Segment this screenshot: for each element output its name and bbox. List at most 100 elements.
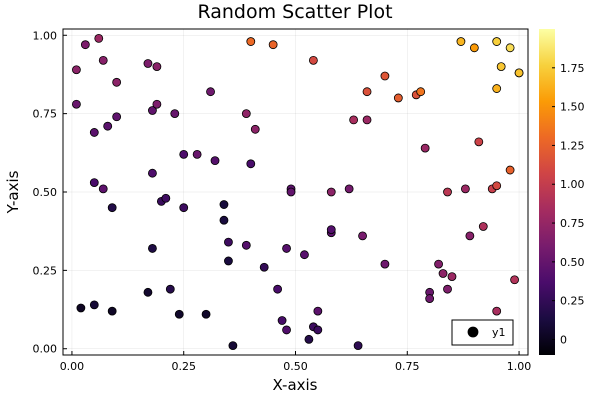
data-point: [282, 244, 291, 253]
x-axis-label: X-axis: [273, 376, 318, 394]
data-point: [492, 306, 502, 316]
data-point: [474, 137, 484, 147]
colorbar-tick-label: 0.25: [560, 295, 585, 308]
data-point: [496, 62, 506, 72]
data-point: [152, 99, 162, 109]
data-point: [192, 149, 202, 159]
data-point: [380, 259, 390, 269]
data-point: [170, 109, 180, 119]
data-point: [89, 178, 99, 187]
data-point: [161, 193, 171, 203]
colorbar-tick-label: 0.50: [560, 256, 585, 269]
data-point: [434, 259, 443, 269]
y-tick-label: 0.25: [33, 264, 58, 277]
data-point: [107, 203, 117, 213]
data-point: [76, 303, 86, 313]
colorbar-tick-label: 1.25: [560, 139, 585, 152]
y-tick-label: 0.00: [33, 343, 58, 356]
data-point: [148, 244, 157, 253]
data-point: [353, 341, 363, 350]
data-point: [505, 43, 515, 53]
data-point: [201, 309, 211, 319]
data-point: [461, 184, 470, 194]
data-point: [447, 272, 457, 282]
colorbar-tick-label: 1.50: [560, 101, 585, 114]
colorbar-gradient: [539, 29, 555, 355]
data-point: [492, 84, 502, 93]
legend-marker: [467, 326, 479, 338]
colorbar: 0 0.25 0.50 0.75 1.00 1.25 1.50 1.75: [539, 29, 585, 355]
data-point: [241, 240, 251, 250]
data-point: [393, 93, 403, 103]
grid: [63, 29, 528, 355]
colorbar-tick-label: 1.00: [560, 178, 585, 191]
data-point: [304, 334, 314, 344]
data-point: [286, 187, 296, 197]
data-point: [72, 65, 81, 75]
data-point: [89, 300, 99, 310]
data-point: [219, 200, 229, 209]
data-point: [492, 37, 502, 46]
data-point: [313, 306, 323, 316]
data-point: [478, 222, 488, 231]
data-point: [94, 34, 104, 43]
data-point: [165, 284, 175, 294]
data-point: [456, 37, 466, 46]
data-point: [259, 262, 269, 272]
data-point: [112, 77, 122, 87]
data-point: [362, 115, 372, 125]
chart-title: Random Scatter Plot: [197, 1, 392, 23]
data-point: [80, 40, 90, 50]
data-point: [465, 231, 475, 241]
data-point: [228, 341, 238, 350]
y-tick-label: 0.75: [33, 108, 58, 121]
x-tick-label: 0.50: [283, 360, 308, 373]
data-point: [326, 225, 336, 235]
data-point: [358, 231, 367, 241]
x-tick-label: 1.00: [507, 360, 532, 373]
data-point: [268, 40, 278, 50]
data-point: [420, 143, 430, 153]
data-point: [438, 269, 448, 278]
data-point: [148, 168, 157, 178]
data-point: [174, 309, 184, 319]
data-point: [107, 306, 117, 316]
data-point: [469, 43, 479, 53]
data-point: [425, 294, 435, 303]
y-tick-label: 1.00: [33, 29, 58, 42]
data-point: [98, 184, 108, 194]
data-point: [148, 106, 157, 115]
data-point: [282, 325, 291, 335]
data-point: [241, 109, 251, 119]
y-axis-label: Y-axis: [4, 170, 22, 214]
data-point: [179, 203, 189, 213]
legend-box: [451, 319, 514, 346]
data-point: [246, 37, 256, 46]
data-point: [98, 55, 108, 65]
data-points: [72, 34, 524, 350]
data-point: [179, 149, 189, 159]
colorbar-ticks: 0 0.25 0.50 0.75 1.00 1.25 1.50 1.75: [552, 62, 585, 346]
data-point: [492, 181, 502, 191]
data-point: [246, 159, 256, 169]
data-point: [326, 187, 336, 197]
data-point: [344, 184, 354, 194]
data-point: [206, 87, 215, 97]
colorbar-tick-label: 0: [560, 333, 567, 346]
colorbar-tick-label: 1.75: [560, 62, 585, 75]
data-point: [416, 87, 426, 97]
legend: y1: [451, 319, 514, 346]
data-point: [210, 156, 220, 166]
x-tick-label: 0.25: [171, 360, 196, 373]
data-point: [443, 284, 452, 294]
data-point: [505, 165, 515, 175]
data-point: [380, 71, 390, 81]
data-point: [89, 128, 99, 137]
x-tick-label: 0.00: [60, 360, 85, 373]
data-point: [72, 99, 81, 109]
data-point: [273, 284, 283, 294]
data-point: [152, 62, 162, 72]
data-point: [349, 115, 359, 125]
data-point: [143, 59, 153, 68]
